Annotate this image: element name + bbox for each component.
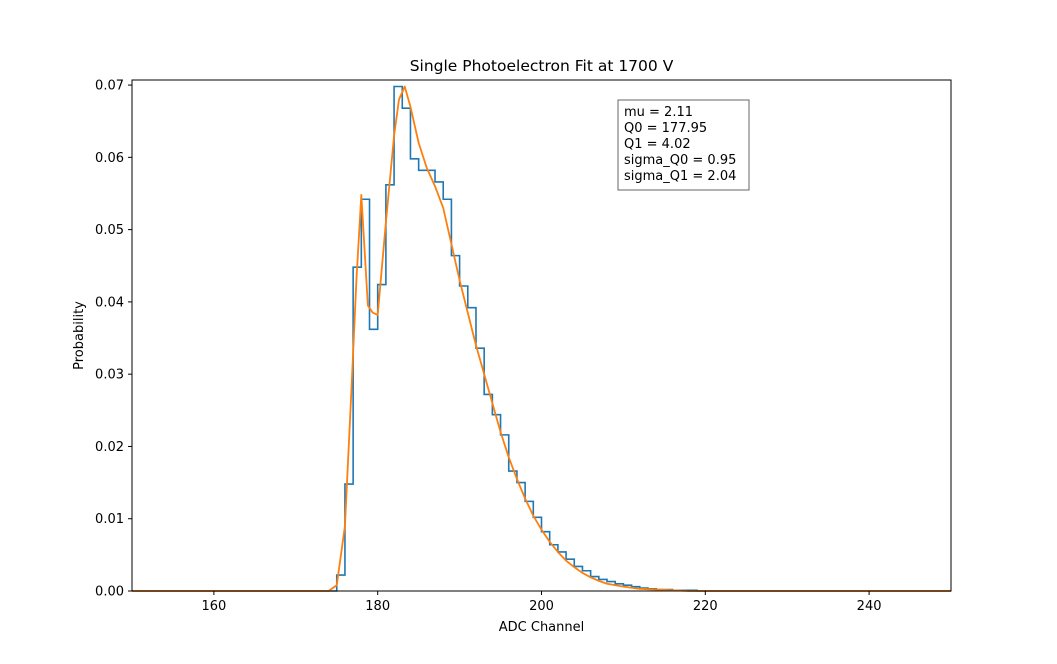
y-tick-label: 0.04 <box>95 295 124 310</box>
chart-title: Single Photoelectron Fit at 1700 V <box>410 57 674 75</box>
y-tick-label: 0.02 <box>95 440 124 455</box>
x-tick-label: 240 <box>857 599 882 614</box>
histogram-series <box>132 85 951 592</box>
y-tick-label: 0.01 <box>95 512 124 527</box>
y-axis-label: Probability <box>72 301 87 370</box>
x-axis-label: ADC Channel <box>499 620 584 635</box>
fit-parameter-line: sigma_Q1 = 2.04 <box>624 169 736 184</box>
y-tick-label: 0.07 <box>95 79 124 94</box>
y-axis-ticks: 0.00 0.01 0.02 0.03 0.04 0.05 0.06 0.07 <box>95 79 132 600</box>
x-tick-label: 200 <box>529 599 554 614</box>
fit-parameter-line: Q1 = 4.02 <box>624 137 691 152</box>
y-tick-label: 0.00 <box>95 585 124 600</box>
x-tick-label: 220 <box>693 599 718 614</box>
y-tick-label: 0.05 <box>95 223 124 238</box>
x-tick-label: 180 <box>365 599 390 614</box>
fit-parameter-line: mu = 2.11 <box>624 105 693 120</box>
x-tick-label: 160 <box>201 599 226 614</box>
fit-curve-series <box>132 85 951 592</box>
y-tick-label: 0.06 <box>95 151 124 166</box>
x-axis-ticks: 160 180 200 220 240 <box>201 591 882 614</box>
y-tick-label: 0.03 <box>95 368 124 383</box>
fit-parameter-line: sigma_Q0 = 0.95 <box>624 153 736 168</box>
fit-parameters-frame <box>617 99 750 191</box>
plot-layer <box>132 85 951 592</box>
fit-parameter-line: Q0 = 177.95 <box>624 121 707 136</box>
